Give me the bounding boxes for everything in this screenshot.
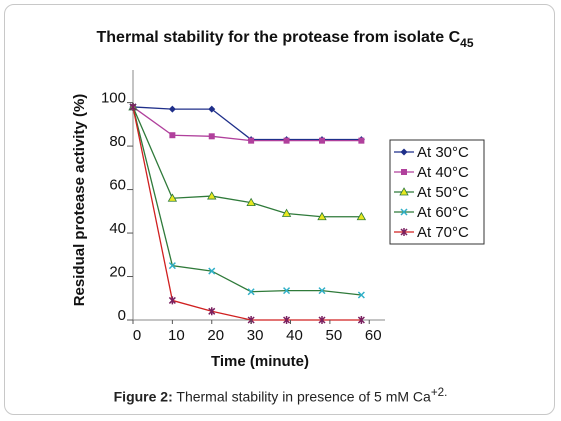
caption-label: Figure 2: [113,388,173,405]
caption: Figure 2: Thermal stability in presence … [0,386,561,405]
y-tick-label: 0 [118,307,126,324]
marker [208,105,216,113]
marker [168,262,176,270]
marker [129,102,137,111]
legend-label: At 30°C [417,144,469,161]
x-tick-label: 50 [326,327,343,344]
marker [168,296,176,305]
series-line [132,106,362,141]
legend-label: At 70°C [417,224,469,241]
x-tick-label: 30 [247,327,264,344]
legend-marker [401,169,407,175]
y-tick-label: 100 [101,90,126,107]
marker [168,105,176,113]
marker [208,267,216,275]
y-tick-label: 20 [109,263,126,280]
marker [246,197,256,207]
y-tick-label: 80 [109,133,126,150]
marker [318,316,326,324]
x-axis-label: Time (minute) [211,353,309,370]
legend-label: At 40°C [417,164,469,181]
caption-text: Thermal stability in presence of 5 mM Ca [176,388,431,405]
marker [207,191,217,200]
marker [247,288,255,296]
marker [318,287,326,295]
series-line [132,106,362,142]
legend-label: At 60°C [417,204,469,221]
x-tick-label: 20 [207,327,224,344]
marker [357,291,365,299]
caption-superscript: +2. [430,386,448,399]
marker [169,132,176,139]
title-text: Thermal stability for the protease from … [97,29,461,46]
legend-marker [400,228,408,236]
legend-marker [399,187,409,196]
x-tick-label: 60 [365,327,382,344]
y-tick-label: 40 [109,220,126,237]
marker [356,211,367,221]
marker [248,137,255,144]
marker [319,137,325,144]
marker [281,208,292,217]
chart-title: Thermal stability for the protease from … [97,29,474,50]
frame [4,4,555,415]
y-axis-label: Residual protease activity (%) [71,94,88,307]
series-line [132,106,362,296]
x-tick-label: 10 [168,327,185,344]
marker [167,193,178,202]
marker [283,137,290,144]
marker [357,316,365,324]
legend-label: At 50°C [417,184,469,201]
y-tick-label: 60 [109,177,126,194]
marker [208,307,216,316]
marker [283,287,291,295]
marker [358,137,365,144]
marker [208,133,215,140]
x-tick-label: 40 [286,327,303,344]
title-subscript: 45 [460,36,474,50]
plot [128,102,367,324]
legend-marker [400,148,408,156]
legend-marker [400,208,408,216]
series-line [132,106,362,321]
x-tick-label: 0 [133,327,141,344]
series-line [132,106,362,218]
marker [283,316,291,324]
marker [317,211,327,221]
